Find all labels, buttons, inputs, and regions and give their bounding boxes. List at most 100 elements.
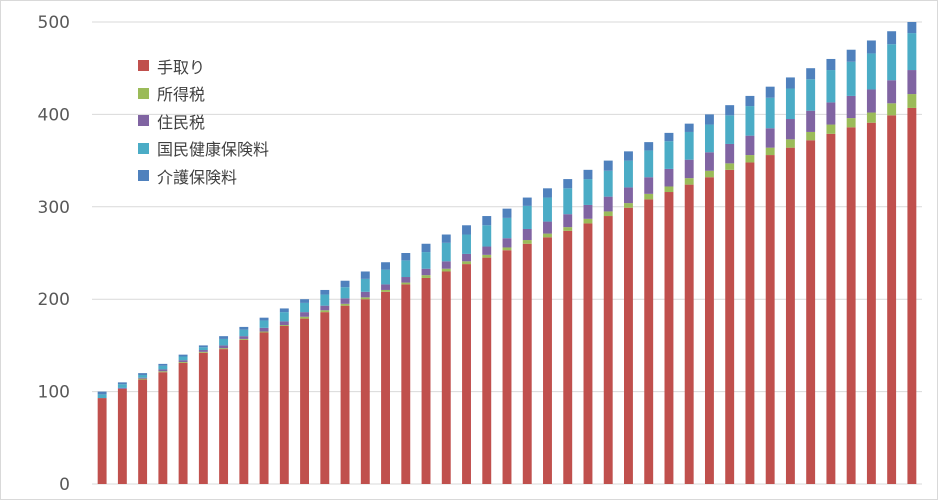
bar-segment-series-0 [219,349,229,484]
bar-segment-series-2 [441,261,451,269]
bar-segment-series-4 [138,373,148,375]
bar-segment-series-2 [421,268,431,276]
bar-segment-series-3 [198,347,208,351]
y-tick-label: 500 [38,13,70,33]
bar-segment-series-1 [279,325,289,326]
bar-segment-series-1 [563,227,573,231]
bar-segment-series-4 [178,354,188,357]
bar-segment-series-2 [826,102,836,125]
bar-segment-series-3 [381,269,390,285]
bar-segment-series-3 [320,294,330,306]
bar-segment-series-0 [381,291,390,484]
bar-segment-series-1 [826,124,836,134]
bar-segment-series-4 [624,151,633,161]
bar-segment-series-3 [239,329,249,337]
bar-segment-series-2 [907,70,917,95]
bar-segment-series-4 [603,160,613,171]
bar-segment-series-4 [846,49,856,62]
bar-segment-series-3 [259,320,269,328]
bar-segment-series-2 [704,152,714,171]
bar-segment-series-3 [300,302,310,313]
bar-segment-series-4 [907,22,917,34]
bar-segment-series-3 [745,106,755,136]
bar-segment-series-3 [826,70,836,103]
bar-segment-series-1 [846,118,856,128]
bar-segment-series-3 [806,79,816,111]
bar-segment-series-1 [421,275,431,278]
bar-segment-series-4 [482,216,492,226]
bar-segment-series-2 [300,312,310,317]
legend-item-care-insurance: 介護保険料 [138,162,269,190]
bar-segment-series-4 [806,68,816,80]
y-tick-label: 100 [38,383,70,403]
bar-segment-series-0 [765,155,775,484]
bar-segment-series-3 [583,179,593,205]
legend-item-income-tax: 所得税 [138,80,269,108]
bar-segment-series-0 [522,243,532,484]
legend-label-care-insurance: 介護保険料 [157,167,238,187]
bar-segment-series-3 [624,160,633,188]
bar-segment-series-3 [462,234,471,254]
legend-item-health-insurance: 国民健康保険料 [138,135,269,163]
bar-segment-series-0 [684,184,694,484]
bar-segment-series-4 [441,234,451,243]
bar-segment-series-0 [745,162,755,484]
bar-segment-series-0 [725,169,735,484]
bar-segment-series-4 [320,289,330,295]
bar-segment-series-1 [806,131,816,141]
bar-segment-series-2 [522,228,532,241]
bar-segment-series-1 [259,331,269,333]
bar-segment-series-3 [219,338,229,346]
legend-swatch-care-insurance [138,170,149,182]
bar-segment-series-3 [644,150,654,178]
bar-segment-series-2 [785,119,795,140]
bar-segment-series-2 [158,369,168,372]
bar-segment-series-0 [502,250,512,484]
bar-segment-series-1 [360,297,370,300]
bar-segment-series-1 [158,371,168,373]
bar-segment-series-2 [502,238,512,248]
bar-segment-series-2 [866,89,876,113]
bar-segment-series-2 [320,305,330,311]
bar-segment-series-3 [704,124,714,153]
bar-segment-series-0 [543,237,552,484]
bar-segment-series-4 [198,345,208,348]
bar-segment-series-1 [441,268,451,272]
bar-segment-series-2 [664,168,674,187]
bar-segment-series-0 [563,230,573,484]
bar-segment-series-1 [704,170,714,178]
bar-segment-series-3 [664,141,674,169]
bar-segment-series-4 [381,262,390,270]
bar-segment-series-3 [441,242,451,262]
bar-segment-series-2 [482,246,492,255]
bar-segment-series-0 [401,284,411,484]
bar-segment-series-2 [178,360,188,363]
bar-segment-series-0 [117,388,127,484]
bar-segment-series-4 [785,77,795,89]
bar-segment-series-0 [846,127,856,484]
bar-segment-series-2 [219,345,229,349]
bar-segment-series-0 [138,379,148,484]
y-tick-label: 300 [38,198,70,218]
bar-segment-series-0 [887,115,897,484]
bar-segment-series-2 [401,277,411,283]
y-tick-label: 200 [38,290,70,310]
bar-segment-series-1 [765,147,775,156]
bar-segment-series-2 [806,110,816,132]
bar-segment-series-2 [340,298,350,304]
bar-segment-series-4 [704,114,714,125]
bar-segment-series-4 [543,188,552,198]
bar-segment-series-3 [603,170,613,197]
bar-segment-series-0 [279,326,289,484]
bar-segment-series-2 [684,159,694,179]
bar-segment-series-1 [583,218,593,224]
bar-segment-series-1 [178,362,188,363]
bar-segment-series-4 [765,86,775,98]
bar-segment-series-1 [401,282,411,285]
bar-segment-series-2 [198,350,208,352]
bar-segment-series-2 [117,387,127,389]
bar-segment-series-0 [644,199,654,484]
bar-segment-series-0 [178,362,188,484]
bar-segment-series-2 [765,128,775,148]
bar-segment-series-2 [381,284,390,290]
